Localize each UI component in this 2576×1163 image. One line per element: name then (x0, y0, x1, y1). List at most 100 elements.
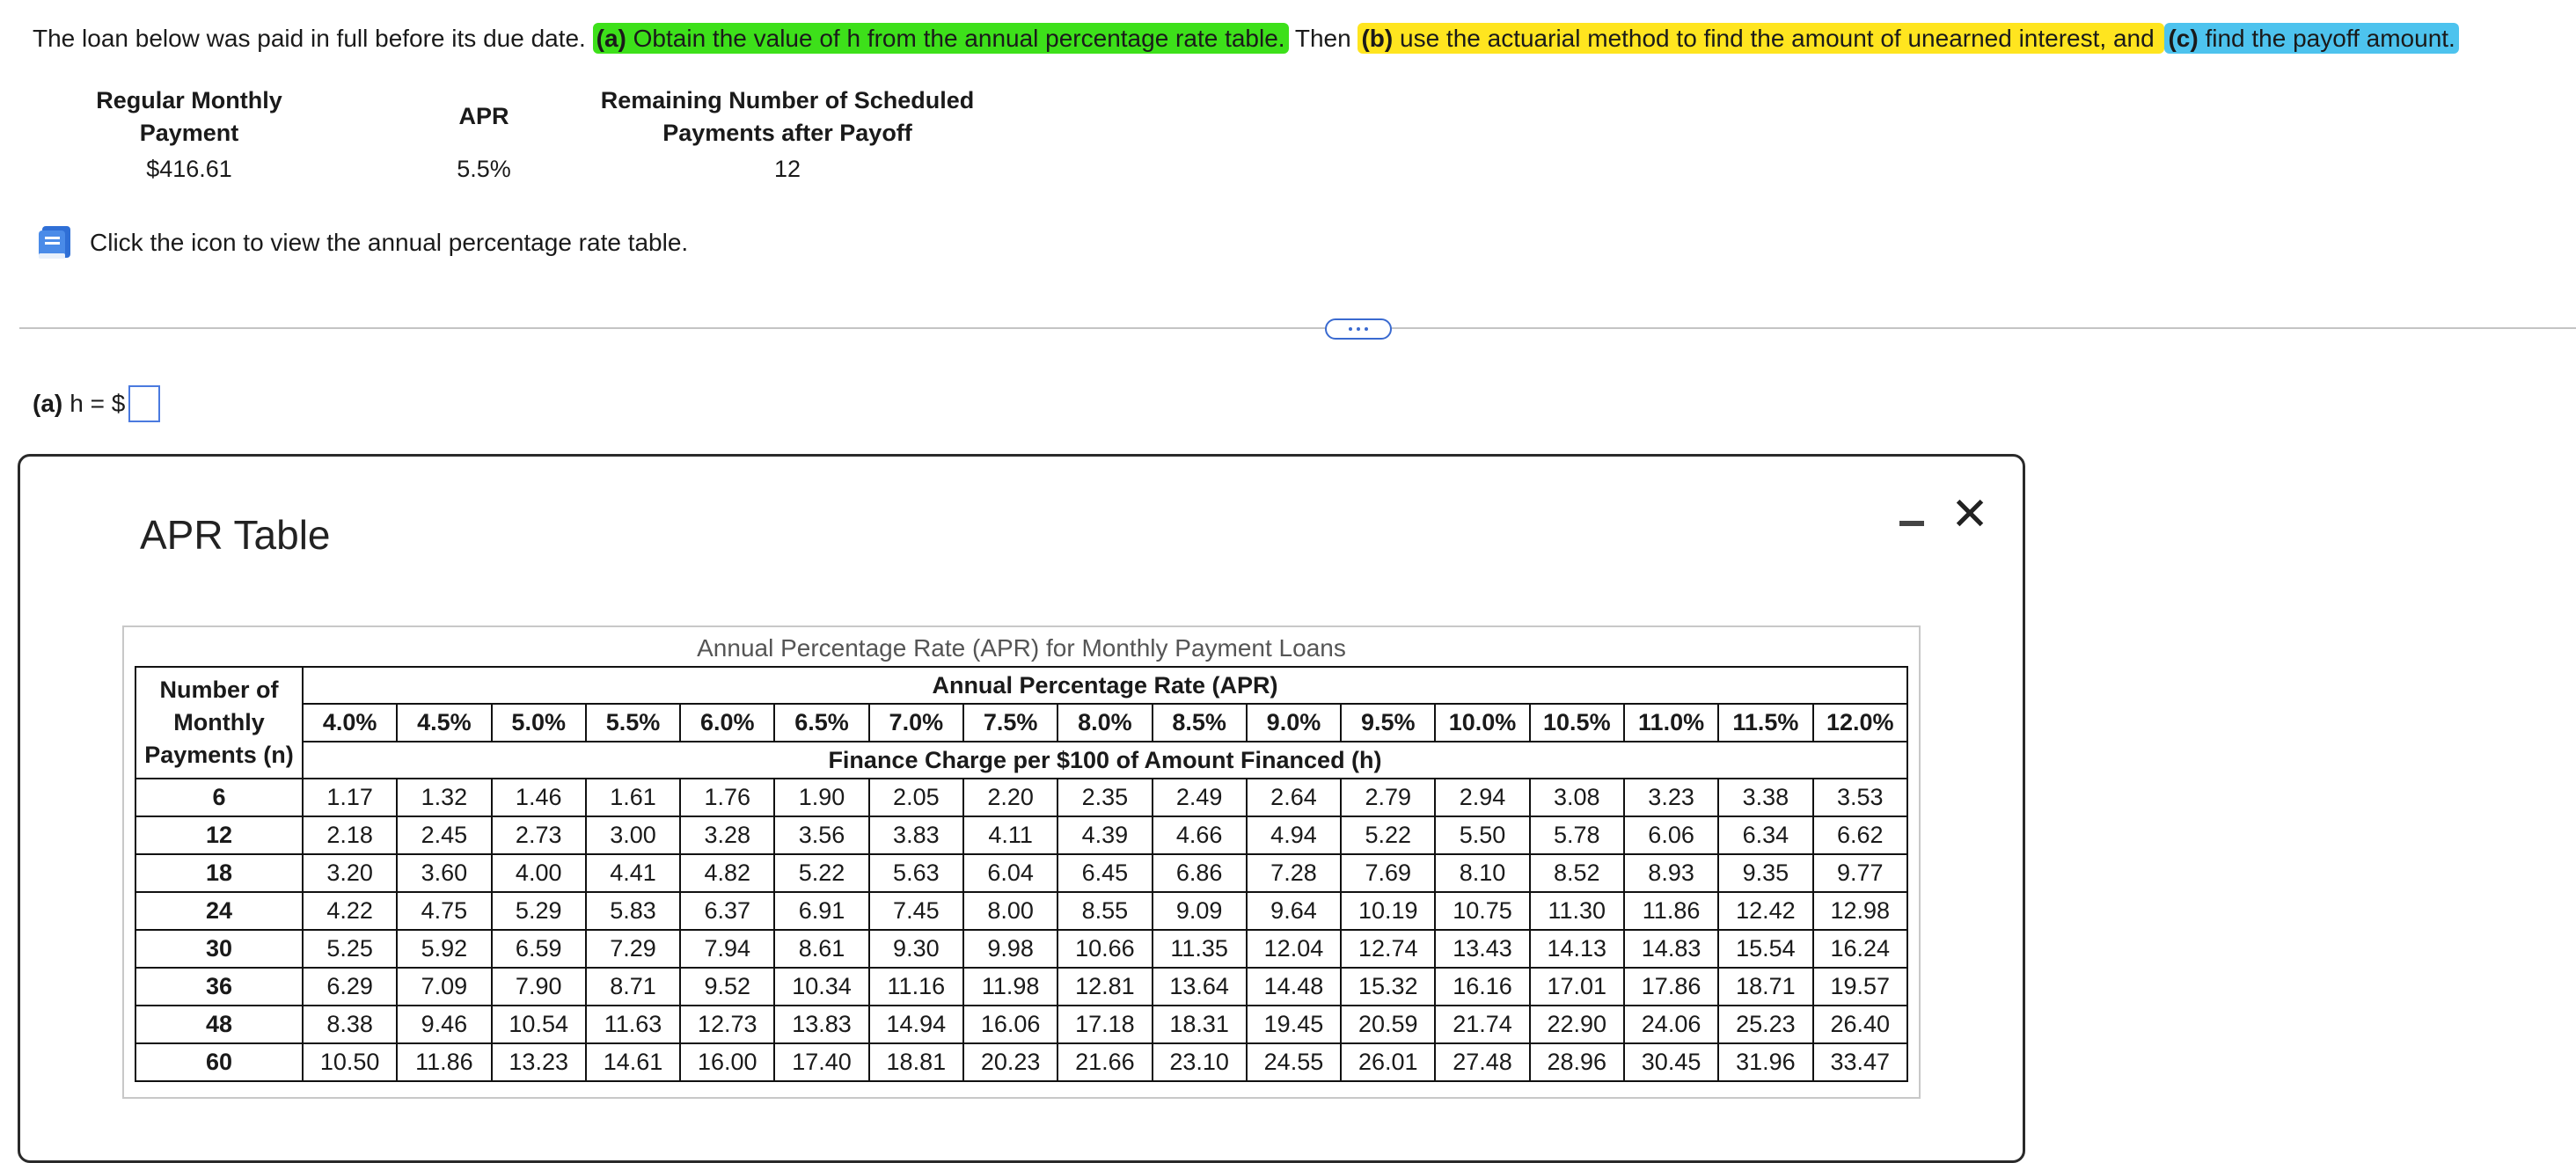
finance-charge-cell: 15.32 (1340, 967, 1437, 1006)
finance-charge-cell: 8.52 (1528, 853, 1625, 893)
finance-charge-cell: 14.83 (1622, 929, 1720, 969)
finance-charge-cell: 8.61 (773, 929, 870, 969)
finance-charge-cell: 11.16 (867, 967, 964, 1006)
finance-charge-cell: 7.29 (584, 929, 682, 969)
finance-charge-cell: 24.55 (1245, 1042, 1343, 1082)
payments-count-cell: 18 (135, 853, 304, 893)
payments-header-line-1: Number of (159, 677, 279, 703)
answer-part-label: (a) (33, 390, 63, 417)
finance-charge-cell: 12.42 (1717, 891, 1814, 931)
rate-header-cell: 5.5% (584, 703, 682, 742)
finance-charge-cell: 5.29 (490, 891, 587, 931)
finance-charge-cell: 1.17 (301, 778, 399, 817)
finance-charge-cell: 19.45 (1245, 1005, 1343, 1044)
question-intro: The loan below was paid in full before i… (33, 25, 593, 52)
finance-charge-cell: 10.19 (1340, 891, 1437, 931)
answer-row: (a) h = $ (33, 385, 161, 422)
finance-charge-cell: 4.00 (490, 853, 587, 893)
finance-charge-cell: 12.73 (679, 1005, 776, 1044)
finance-header-row: Finance Charge per $100 of Amount Financ… (135, 741, 1908, 779)
expand-more-button[interactable] (1325, 318, 1392, 340)
finance-charge-cell: 4.41 (584, 853, 682, 893)
remaining-header-line-1: Remaining Number of Scheduled (600, 87, 975, 113)
close-button[interactable]: ✕ (1950, 489, 1989, 540)
finance-charge-cell: 3.83 (867, 816, 964, 855)
rate-header-cell: 7.0% (867, 703, 964, 742)
dot-icon (1357, 327, 1360, 331)
finance-charge-cell: 16.24 (1811, 929, 1908, 969)
finance-charge-cell: 9.98 (962, 929, 1059, 969)
section-divider (19, 327, 2576, 329)
finance-charge-cell: 5.78 (1528, 816, 1625, 855)
finance-charge-cell: 6.59 (490, 929, 587, 969)
finance-charge-cell: 3.28 (679, 816, 776, 855)
rate-header-cell: 11.5% (1717, 703, 1814, 742)
finance-charge-cell: 16.06 (962, 1005, 1059, 1044)
finance-charge-cell: 3.00 (584, 816, 682, 855)
remaining-header-line-2: Payments after Payoff (662, 120, 912, 146)
finance-charge-cell: 5.63 (867, 853, 964, 893)
finance-charge-cell: 2.18 (301, 816, 399, 855)
finance-charge-cell: 18.31 (1151, 1005, 1248, 1044)
finance-charge-cell: 17.86 (1622, 967, 1720, 1006)
finance-charge-cell: 13.64 (1151, 967, 1248, 1006)
apr-table: Number of Monthly Payments (n) Annual Pe… (135, 666, 1908, 1082)
finance-charge-cell: 13.23 (490, 1042, 587, 1082)
table-row: 12 2.18 2.45 2.73 3.00 3.28 3.56 3.83 4.11 4.39 4.… (135, 816, 1908, 855)
finance-charge-cell: 2.35 (1057, 778, 1153, 817)
finance-charge-cell: 6.45 (1057, 853, 1153, 893)
rate-header-cell: 9.5% (1340, 703, 1437, 742)
part-a-text: Obtain the value of h from the annual pe… (626, 25, 1285, 52)
finance-charge-cell: 4.39 (1057, 816, 1153, 855)
finance-charge-cell: 9.35 (1717, 853, 1814, 893)
finance-charge-cell: 12.04 (1245, 929, 1343, 969)
finance-charge-cell: 9.77 (1811, 853, 1908, 893)
h-answer-input[interactable] (128, 385, 161, 422)
finance-charge-cell: 20.59 (1340, 1005, 1437, 1044)
finance-charge-cell: 13.83 (773, 1005, 870, 1044)
finance-charge-cell: 20.23 (962, 1042, 1059, 1082)
payments-count-cell: 48 (135, 1005, 304, 1044)
payments-count-cell: 60 (135, 1042, 304, 1082)
finance-charge-cell: 8.71 (584, 967, 682, 1006)
payments-count-cell: 24 (135, 891, 304, 931)
minimize-button[interactable] (1896, 505, 1928, 537)
finance-charge-cell: 31.96 (1717, 1042, 1814, 1082)
finance-charge-cell: 5.25 (301, 929, 399, 969)
finance-charge-cell: 9.09 (1151, 891, 1248, 931)
table-row: 6 1.17 1.32 1.46 1.61 1.76 1.90 2.05 2.20 2.35 2.4… (135, 778, 1908, 817)
finance-charge-cell: 21.74 (1434, 1005, 1531, 1044)
finance-charge-cell: 17.01 (1528, 967, 1625, 1006)
payments-count-cell: 12 (135, 816, 304, 855)
finance-charge-cell: 9.52 (679, 967, 776, 1006)
finance-charge-cell: 3.60 (396, 853, 493, 893)
finance-charge-cell: 5.22 (1340, 816, 1437, 855)
finance-charge-cell: 3.20 (301, 853, 399, 893)
finance-charge-cell: 9.30 (867, 929, 964, 969)
apr-header-row: Number of Monthly Payments (n) Annual Pe… (135, 666, 1908, 779)
finance-charge-cell: 5.50 (1434, 816, 1531, 855)
finance-charge-cell: 2.94 (1434, 778, 1531, 817)
icon-instruction: Click the icon to view the annual percen… (90, 229, 689, 256)
finance-charge-cell: 9.64 (1245, 891, 1343, 931)
payment-header-line-1: Regular Monthly (96, 87, 282, 113)
payments-header-line-2: Monthly (173, 709, 265, 735)
finance-charge-cell: 8.55 (1057, 891, 1153, 931)
finance-charge-cell: 8.00 (962, 891, 1059, 931)
finance-charge-cell: 6.29 (301, 967, 399, 1006)
then-text: Then (1288, 25, 1358, 52)
finance-charge-cell: 11.86 (396, 1042, 493, 1082)
finance-charge-cell: 10.34 (773, 967, 870, 1006)
question-text: The loan below was paid in full before i… (33, 19, 2459, 58)
rate-header-cell: 12.0% (1811, 703, 1908, 742)
finance-charge-cell: 33.47 (1811, 1042, 1908, 1082)
finance-charge-cell: 11.35 (1151, 929, 1248, 969)
part-b-highlight: (b) use the actuarial method to find the… (1358, 23, 2165, 54)
remaining-column: Remaining Number of Scheduled Payments a… (545, 84, 1029, 182)
table-row: 60 10.50 11.86 13.23 14.61 16.00 17.40 18.81 20.… (135, 1042, 1908, 1082)
book-icon[interactable] (35, 223, 74, 262)
finance-charge-cell: 3.56 (773, 816, 870, 855)
finance-charge-cell: 7.90 (490, 967, 587, 1006)
finance-charge-cell: 11.30 (1528, 891, 1625, 931)
finance-charge-cell: 16.16 (1434, 967, 1531, 1006)
